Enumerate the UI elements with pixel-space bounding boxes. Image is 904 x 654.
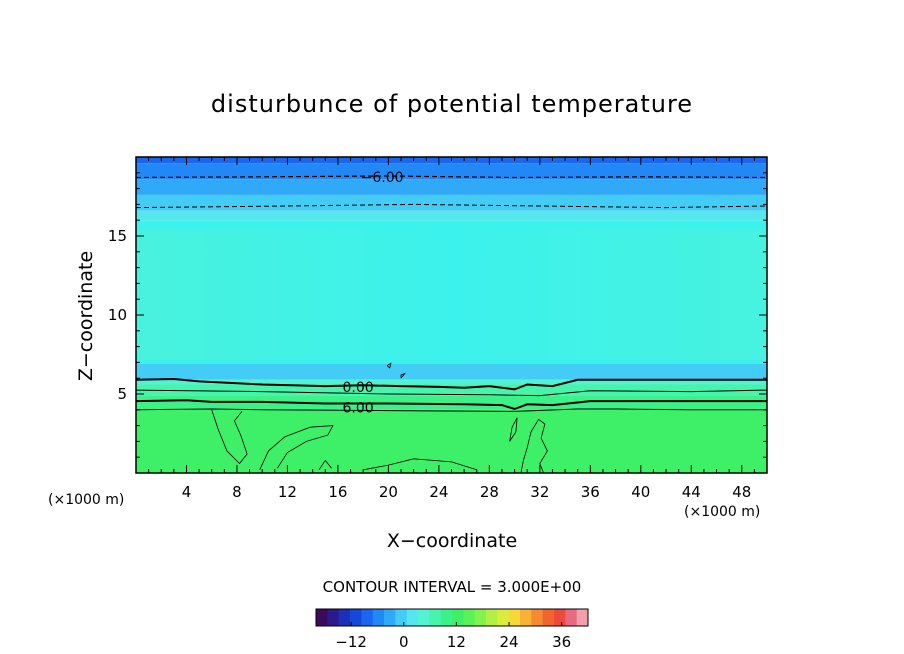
x-tick-label: 44 — [682, 483, 701, 501]
y-tick-label: 15 — [108, 227, 127, 245]
contour-line — [136, 389, 767, 397]
colorbar-tick-label: 36 — [552, 633, 571, 651]
colorbar: −12 0 12 24 36 — [315, 608, 589, 651]
contour-line — [386, 362, 392, 369]
color-band — [136, 210, 767, 221]
x-tick-label: 4 — [182, 483, 192, 501]
colorbar-swatch — [542, 609, 555, 626]
x-tick-label: 20 — [379, 483, 398, 501]
x-unit-right: (×1000 m) — [684, 504, 760, 520]
color-band — [136, 379, 767, 385]
contour-label: 0.00 — [343, 380, 374, 396]
teal-wash — [136, 230, 767, 360]
colorbar-swatch — [429, 609, 442, 626]
colorbar-tick-label: 12 — [447, 633, 466, 651]
colorbar-swatch — [474, 609, 487, 626]
color-band — [136, 163, 767, 180]
x-tick-label: 36 — [581, 483, 600, 501]
chart-title: disturbunce of potential temperature — [211, 90, 693, 118]
colorbar-swatch — [531, 609, 544, 626]
contour-line — [509, 417, 518, 442]
contour-line — [400, 372, 407, 379]
color-band — [136, 363, 767, 380]
contour-line — [136, 399, 767, 411]
x-axis-label: X−coordinate — [387, 530, 517, 552]
contour-line — [520, 418, 548, 473]
x-axis-ticks: 4 8 12 16 20 24 28 32 36 40 44 48 — [148, 157, 755, 501]
colorbar-swatch — [327, 609, 340, 626]
colorbar-swatch — [508, 609, 521, 626]
x-tick-label: 32 — [530, 483, 549, 501]
contour-label: −6.00 — [361, 170, 404, 186]
x-tick-label: 24 — [429, 483, 448, 501]
colorbar-swatch — [361, 609, 374, 626]
colorbar-swatch — [554, 609, 566, 626]
colorbar-swatch — [384, 609, 396, 626]
colorbar-frame — [315, 608, 589, 627]
colorbar-swatch — [418, 609, 430, 626]
colorbar-swatch — [576, 609, 589, 626]
colorbar-swatch — [395, 609, 408, 626]
contour-interval-text: CONTOUR INTERVAL = 3.000E+00 — [323, 578, 582, 596]
x-tick-label: 48 — [732, 483, 751, 501]
contour-line — [363, 458, 477, 471]
contour-line — [259, 425, 334, 470]
contour-line — [318, 459, 332, 471]
plot-area: −6.00 0.00 6.00 — [136, 157, 767, 473]
color-band — [136, 179, 767, 195]
colorbar-swatch — [316, 609, 328, 626]
colorbar-swatch — [372, 609, 385, 626]
colorbar-swatch — [338, 609, 351, 626]
y-tick-label: 5 — [117, 385, 127, 403]
colorbar-tick-label: −12 — [335, 633, 367, 651]
y-axis-ticks: 5 10 15 — [108, 172, 767, 458]
contour-line — [136, 175, 767, 179]
colorbar-swatch — [497, 609, 510, 626]
colorbar-tick-label: 24 — [499, 633, 518, 651]
colorbar-swatch — [440, 609, 453, 626]
contour-lines: −6.00 0.00 6.00 — [136, 170, 767, 473]
color-band — [136, 409, 767, 473]
colorbar-tick-label: 0 — [399, 633, 409, 651]
x-tick-label: 8 — [232, 483, 242, 501]
color-band — [136, 194, 767, 211]
colorbar-swatch — [350, 609, 362, 626]
contour-line — [136, 408, 767, 412]
colorbar-swatch — [565, 609, 578, 626]
y-tick-label: 10 — [108, 306, 127, 324]
colorbar-swatch — [520, 609, 532, 626]
contour-line — [211, 409, 248, 465]
color-band — [136, 395, 767, 410]
colorbar-swatch — [452, 609, 464, 626]
x-tick-label: 40 — [631, 483, 650, 501]
y-axis-label: Z−coordinate — [75, 251, 97, 381]
x-tick-label: 16 — [328, 483, 347, 501]
colorbar-swatch — [463, 609, 476, 626]
contour-line — [136, 377, 767, 391]
contour-line — [136, 203, 767, 209]
x-tick-label: 28 — [480, 483, 499, 501]
color-band — [136, 384, 767, 396]
contour-label: 6.00 — [343, 401, 374, 417]
x-tick-label: 12 — [278, 483, 297, 501]
colorbar-swatch — [486, 609, 498, 626]
colorbar-swatch — [406, 609, 419, 626]
x-unit-left: (×1000 m) — [48, 492, 124, 508]
